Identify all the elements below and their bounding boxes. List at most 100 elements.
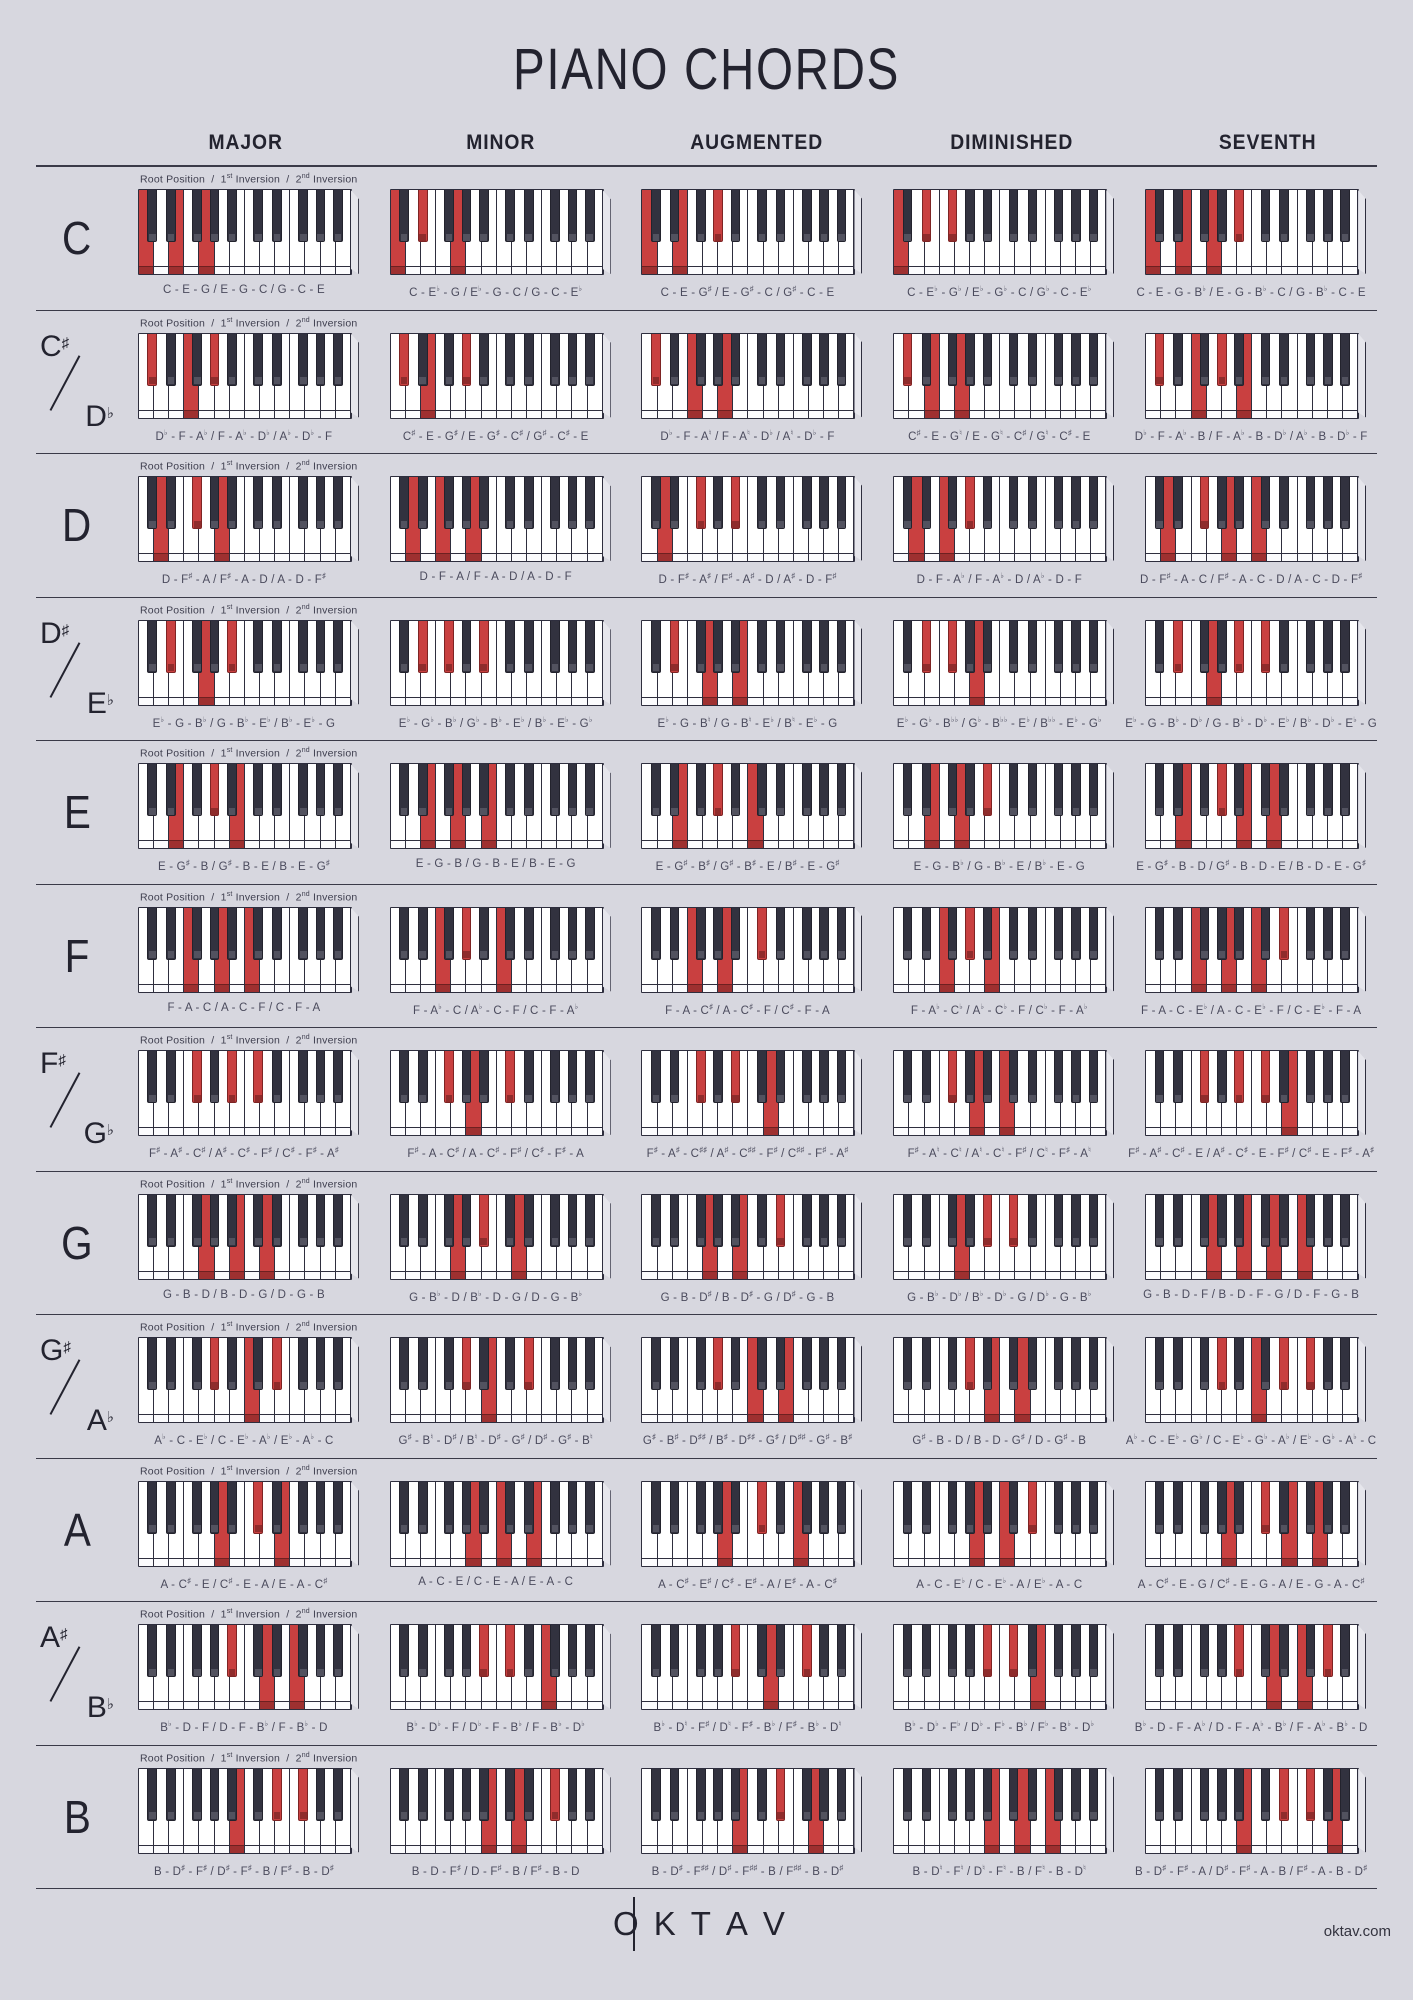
key-front-edge: [758, 664, 766, 671]
black-key-C#2: [1008, 907, 1019, 960]
chord-notes-label: E♭ - G - B♮ / G - B♮ - E♭ / B♮ - E♭ - G: [657, 714, 838, 730]
key-front-edge: [777, 951, 784, 958]
key-front-edge: [390, 409, 405, 418]
key-front-edge: [809, 1270, 824, 1279]
black-key-F#2: [1305, 333, 1316, 386]
key-front-edge: [586, 1668, 594, 1676]
key-front-edge: [1280, 1381, 1288, 1389]
key-front-edge: [657, 1414, 672, 1422]
black-key-C#1: [651, 907, 661, 960]
key-front-edge: [154, 1127, 169, 1135]
key-front-edge: [1327, 553, 1342, 561]
key-front-edge: [436, 1844, 451, 1853]
black-key-F#1: [947, 907, 958, 960]
key-front-edge: [1055, 664, 1062, 671]
key-front-edge: [1312, 409, 1327, 418]
key-front-edge: [405, 553, 420, 561]
black-key-F#1: [444, 1338, 454, 1390]
key-front-edge: [334, 951, 342, 958]
key-front-edge: [1000, 1127, 1015, 1135]
black-key-A#1: [478, 1194, 489, 1247]
black-key-A#2: [584, 620, 595, 673]
key-front-edge: [697, 807, 705, 815]
black-key-F#1: [444, 1194, 454, 1247]
key-front-edge: [1010, 1094, 1017, 1102]
key-front-edge: [436, 266, 451, 274]
black-key-C#1: [1154, 477, 1165, 529]
black-key-D#2: [523, 620, 534, 673]
key-front-edge: [229, 1701, 244, 1709]
key-front-edge: [1206, 409, 1221, 418]
black-key-G#1: [965, 477, 975, 529]
key-front-edge: [390, 1414, 405, 1422]
key-front-edge: [526, 553, 542, 561]
key-front-edge: [714, 520, 722, 528]
key-front-edge: [506, 233, 514, 241]
key-front-edge: [985, 1270, 1000, 1279]
key-front-edge: [420, 1557, 436, 1566]
key-front-edge: [1015, 553, 1030, 561]
keyboard-diagram: [389, 1193, 611, 1280]
chord-notes-label: A - C - E♭ / C - E♭ - A / E♭ - A - C: [916, 1575, 1083, 1591]
key-front-edge: [923, 1238, 930, 1245]
key-front-edge: [299, 1381, 307, 1389]
black-key-A#2: [1340, 620, 1350, 673]
key-front-edge: [1174, 377, 1182, 384]
key-front-edge: [809, 1127, 824, 1135]
black-key-A#2: [1088, 190, 1099, 242]
key-front-edge: [1091, 696, 1106, 705]
key-front-edge: [496, 1127, 511, 1135]
key-front-edge: [511, 1557, 526, 1566]
cell-Dsharp-Eflat-seventh: E♭ - G - B♭ - D♭ / G - B♭ - D♭ - E♭ / B♭…: [1125, 598, 1377, 741]
row-name-E: E: [36, 741, 118, 884]
inversion-legend: Root Position / 1st Inversion / 2nd Inve…: [140, 173, 358, 186]
key-front-edge: [148, 1812, 156, 1819]
key-front-edge: [273, 1668, 281, 1676]
key-front-edge: [1174, 1094, 1182, 1102]
key-front-edge: [1341, 520, 1349, 528]
black-key-F#2: [1305, 1481, 1316, 1534]
black-key-G#2: [315, 333, 326, 386]
black-key-F#2: [298, 1338, 309, 1390]
cell-B-augmented: B - D♯ - F♯♯ / D♯ - F♯♯ - B / F♯♯ - B - …: [622, 1746, 874, 1889]
black-key-A#1: [1234, 1768, 1244, 1821]
key-front-edge: [148, 233, 156, 241]
chord-row-Fsharp-Gflat: F♯ G♭ Root Position / 1st Inversion / 2nd …: [36, 1028, 1377, 1172]
key-front-edge: [184, 840, 199, 848]
black-key-C#1: [147, 1625, 158, 1677]
key-front-edge: [511, 983, 526, 992]
chord-row-Csharp-Dflat: C♯ D♭ Root Position / 1st Inversion / 2nd …: [36, 311, 1377, 454]
key-front-edge: [1090, 520, 1097, 528]
key-front-edge: [1262, 951, 1269, 958]
key-front-edge: [138, 1270, 154, 1279]
black-key-D#2: [1279, 907, 1289, 960]
key-front-edge: [809, 983, 824, 992]
black-key-G#2: [819, 1194, 829, 1247]
key-front-edge: [904, 1668, 911, 1676]
key-front-edge: [290, 1701, 305, 1709]
key-front-edge: [703, 840, 718, 848]
key-front-edge: [184, 1844, 199, 1853]
key-front-edge: [480, 664, 488, 671]
key-front-edge: [642, 1127, 657, 1135]
key-front-edge: [569, 1668, 576, 1676]
key-front-edge: [480, 1812, 488, 1819]
key-front-edge: [572, 983, 587, 992]
black-key-C#1: [902, 620, 913, 673]
black-key-G#1: [965, 1625, 975, 1677]
key-front-edge: [273, 1812, 281, 1819]
black-key-G#2: [1323, 477, 1333, 529]
black-key-F#1: [444, 764, 454, 816]
key-front-edge: [657, 983, 672, 992]
key-front-edge: [496, 1414, 511, 1422]
key-front-edge: [839, 696, 854, 705]
key-front-edge: [1072, 1238, 1080, 1245]
key-front-edge: [1091, 553, 1106, 561]
key-front-edge: [909, 840, 924, 848]
key-front-edge: [214, 1127, 229, 1135]
key-front-edge: [809, 696, 824, 705]
black-key-A#1: [478, 1481, 489, 1534]
key-front-edge: [1075, 553, 1091, 561]
key-front-edge: [1060, 1844, 1075, 1853]
keyboard-diagram: [389, 1050, 611, 1136]
